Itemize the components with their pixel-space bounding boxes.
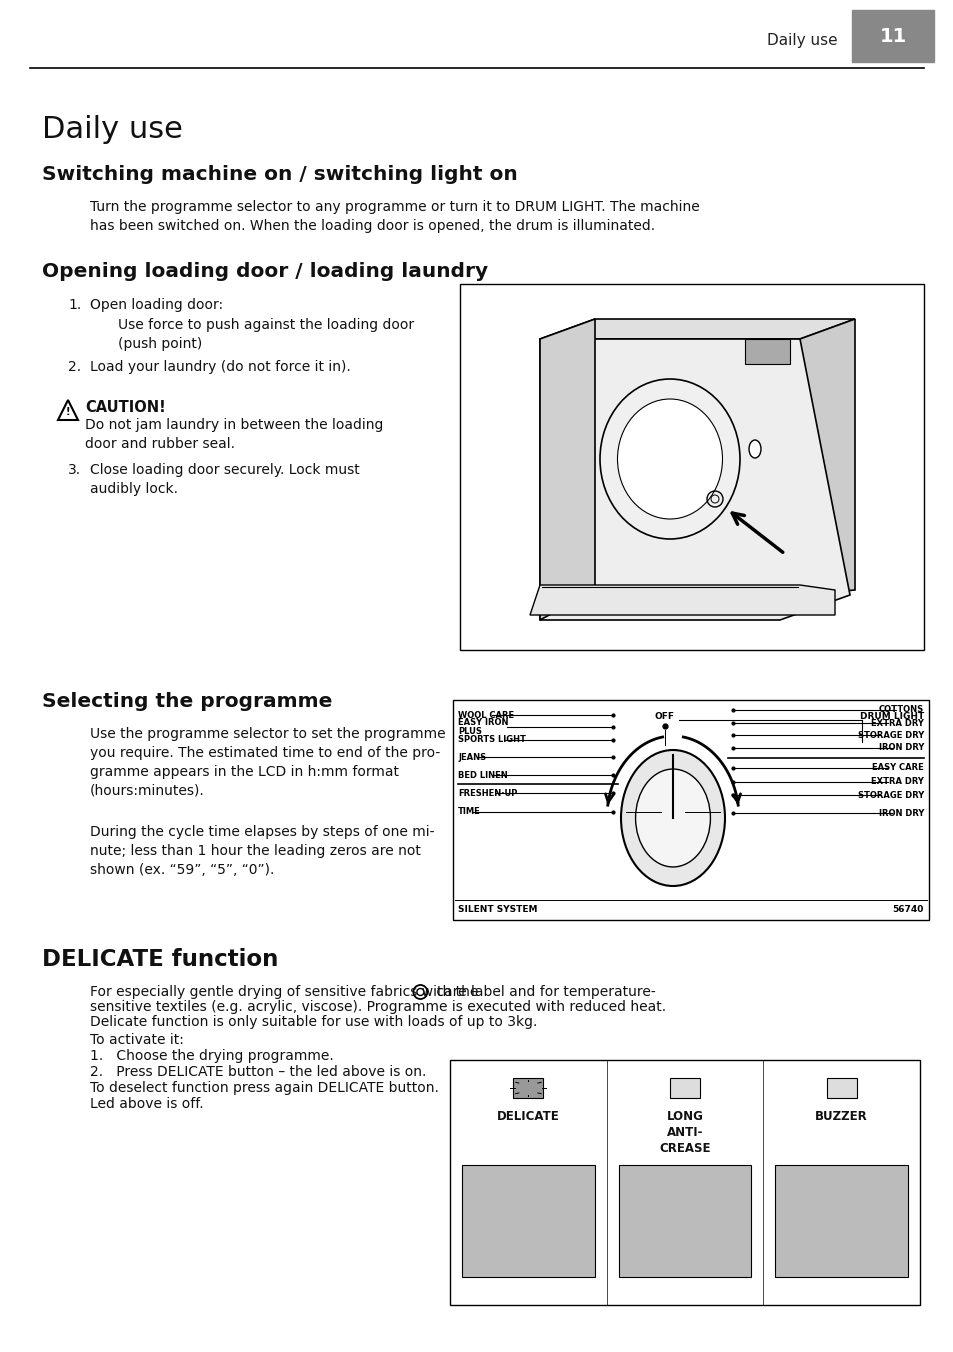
- Text: Do not jam laundry in between the loading
door and rubber seal.: Do not jam laundry in between the loadin…: [85, 418, 383, 452]
- Text: Close loading door securely. Lock must
audibly lock.: Close loading door securely. Lock must a…: [90, 462, 359, 496]
- Text: Delicate function is only suitable for use with loads of up to 3kg.: Delicate function is only suitable for u…: [90, 1015, 537, 1029]
- Bar: [461, 1165, 594, 1278]
- Text: COTTONS: COTTONS: [878, 706, 923, 714]
- Bar: [669, 1078, 700, 1098]
- Bar: [459, 284, 923, 650]
- Text: BED LINEN: BED LINEN: [457, 771, 507, 780]
- Ellipse shape: [635, 769, 710, 867]
- Text: EXTRA DRY: EXTRA DRY: [870, 718, 923, 727]
- Text: SILENT SYSTEM: SILENT SYSTEM: [457, 904, 537, 914]
- Text: DRUM LIGHT: DRUM LIGHT: [859, 713, 923, 721]
- Text: To deselect function press again DELICATE button.: To deselect function press again DELICAT…: [90, 1082, 438, 1095]
- Text: During the cycle time elapses by steps of one mi-
nute; less than 1 hour the lea: During the cycle time elapses by steps o…: [90, 825, 434, 877]
- Polygon shape: [539, 319, 854, 339]
- Text: 1.   Choose the drying programme.: 1. Choose the drying programme.: [90, 1049, 334, 1063]
- Text: OFF: OFF: [655, 713, 675, 721]
- Text: CAUTION!: CAUTION!: [85, 400, 166, 415]
- Text: !: !: [66, 407, 71, 416]
- Text: WOOL CARE: WOOL CARE: [457, 711, 514, 719]
- Text: 11: 11: [879, 27, 905, 46]
- Text: sensitive textiles (e.g. acrylic, viscose). Programme is executed with reduced h: sensitive textiles (e.g. acrylic, viscos…: [90, 1000, 665, 1014]
- Text: LONG
ANTI-
CREASE: LONG ANTI- CREASE: [659, 1110, 710, 1155]
- Bar: [450, 1060, 919, 1305]
- Text: Led above is off.: Led above is off.: [90, 1096, 203, 1111]
- Ellipse shape: [620, 750, 724, 886]
- Bar: [618, 1165, 751, 1278]
- Text: IRON DRY: IRON DRY: [878, 808, 923, 818]
- Ellipse shape: [599, 379, 740, 539]
- Text: IRON DRY: IRON DRY: [878, 744, 923, 753]
- Text: DELICATE function: DELICATE function: [42, 948, 278, 971]
- Text: STORAGE DRY: STORAGE DRY: [857, 791, 923, 799]
- Text: 2.: 2.: [68, 360, 81, 375]
- Text: STORAGE DRY: STORAGE DRY: [857, 730, 923, 740]
- Text: SPORTS LIGHT: SPORTS LIGHT: [457, 735, 525, 745]
- Text: 56740: 56740: [892, 904, 923, 914]
- Bar: [775, 1165, 907, 1278]
- Text: JEANS: JEANS: [457, 753, 486, 761]
- Text: care label and for temperature-: care label and for temperature-: [432, 986, 656, 999]
- Text: Turn the programme selector to any programme or turn it to DRUM LIGHT. The machi: Turn the programme selector to any progr…: [90, 200, 699, 233]
- Text: For especially gentle drying of sensitive fabrics with the: For especially gentle drying of sensitiv…: [90, 986, 482, 999]
- Text: 2.   Press DELICATE button – the led above is on.: 2. Press DELICATE button – the led above…: [90, 1065, 426, 1079]
- Text: TIME: TIME: [457, 807, 480, 817]
- Text: Switching machine on / switching light on: Switching machine on / switching light o…: [42, 165, 517, 184]
- Text: Daily use: Daily use: [766, 32, 837, 47]
- Bar: [851, 9, 933, 62]
- Text: FRESHEN·UP: FRESHEN·UP: [457, 788, 517, 798]
- Text: Selecting the programme: Selecting the programme: [42, 692, 332, 711]
- Text: Use force to push against the loading door
(push point): Use force to push against the loading do…: [118, 318, 414, 352]
- Text: EASY IRON
PLUS: EASY IRON PLUS: [457, 718, 508, 737]
- Text: BUZZER: BUZZER: [815, 1110, 867, 1124]
- Ellipse shape: [617, 399, 721, 519]
- Text: EASY CARE: EASY CARE: [871, 764, 923, 772]
- Text: EXTRA DRY: EXTRA DRY: [870, 777, 923, 787]
- Polygon shape: [539, 319, 595, 621]
- Bar: [513, 1078, 543, 1098]
- Bar: [826, 1078, 856, 1098]
- Text: Open loading door:: Open loading door:: [90, 297, 223, 312]
- Polygon shape: [800, 319, 854, 595]
- Text: Load your laundry (do not force it in).: Load your laundry (do not force it in).: [90, 360, 351, 375]
- Text: 1.: 1.: [68, 297, 81, 312]
- Ellipse shape: [748, 439, 760, 458]
- Polygon shape: [539, 339, 849, 621]
- Text: Daily use: Daily use: [42, 115, 183, 145]
- Polygon shape: [530, 585, 834, 615]
- Bar: [453, 700, 928, 919]
- Text: 3.: 3.: [68, 462, 81, 477]
- Text: Use the programme selector to set the programme
you require. The estimated time : Use the programme selector to set the pr…: [90, 727, 445, 798]
- Text: DELICATE: DELICATE: [497, 1110, 559, 1124]
- Text: To activate it:: To activate it:: [90, 1033, 184, 1046]
- Bar: [744, 339, 789, 364]
- Text: Opening loading door / loading laundry: Opening loading door / loading laundry: [42, 262, 488, 281]
